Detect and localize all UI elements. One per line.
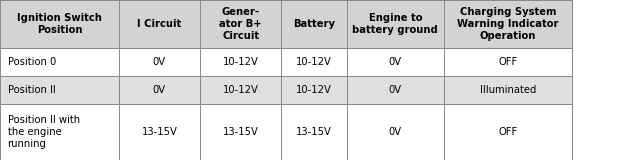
Bar bbox=[0, 0, 119, 48]
Bar bbox=[347, 104, 444, 160]
Text: 0V: 0V bbox=[153, 85, 166, 95]
Text: Ignition Switch
Position: Ignition Switch Position bbox=[17, 13, 102, 35]
Text: 10-12V: 10-12V bbox=[222, 57, 259, 67]
Text: 0V: 0V bbox=[389, 57, 402, 67]
Text: Position II: Position II bbox=[8, 85, 55, 95]
Bar bbox=[444, 104, 572, 160]
Bar bbox=[119, 104, 200, 160]
Text: Position II with
the engine
running: Position II with the engine running bbox=[8, 115, 79, 149]
Bar bbox=[347, 48, 444, 76]
Text: I Circuit: I Circuit bbox=[138, 19, 181, 29]
Text: OFF: OFF bbox=[498, 57, 518, 67]
Bar bbox=[281, 48, 347, 76]
Bar bbox=[200, 76, 281, 104]
Bar bbox=[200, 104, 281, 160]
Text: OFF: OFF bbox=[498, 127, 518, 137]
Bar bbox=[119, 76, 200, 104]
Text: Battery: Battery bbox=[293, 19, 335, 29]
Bar bbox=[119, 48, 200, 76]
Bar bbox=[0, 104, 119, 160]
Text: Gener-
ator B+
Circuit: Gener- ator B+ Circuit bbox=[219, 7, 262, 41]
Text: Position 0: Position 0 bbox=[8, 57, 56, 67]
Text: 0V: 0V bbox=[389, 85, 402, 95]
Text: 10-12V: 10-12V bbox=[222, 85, 259, 95]
Text: Engine to
battery ground: Engine to battery ground bbox=[352, 13, 438, 35]
Text: 10-12V: 10-12V bbox=[296, 85, 332, 95]
Bar bbox=[444, 0, 572, 48]
Text: Charging System
Warning Indicator
Operation: Charging System Warning Indicator Operat… bbox=[457, 7, 559, 41]
Text: 13-15V: 13-15V bbox=[222, 127, 259, 137]
Bar bbox=[200, 48, 281, 76]
Bar bbox=[281, 104, 347, 160]
Bar bbox=[347, 0, 444, 48]
Text: 0V: 0V bbox=[153, 57, 166, 67]
Bar bbox=[0, 48, 119, 76]
Bar bbox=[119, 0, 200, 48]
Text: 0V: 0V bbox=[389, 127, 402, 137]
Bar bbox=[0, 76, 119, 104]
Bar bbox=[281, 0, 347, 48]
Bar bbox=[281, 76, 347, 104]
Text: 13-15V: 13-15V bbox=[141, 127, 177, 137]
Text: 10-12V: 10-12V bbox=[296, 57, 332, 67]
Bar bbox=[347, 76, 444, 104]
Bar bbox=[444, 48, 572, 76]
Bar bbox=[444, 76, 572, 104]
Bar bbox=[200, 0, 281, 48]
Text: 13-15V: 13-15V bbox=[296, 127, 332, 137]
Text: Illuminated: Illuminated bbox=[479, 85, 536, 95]
